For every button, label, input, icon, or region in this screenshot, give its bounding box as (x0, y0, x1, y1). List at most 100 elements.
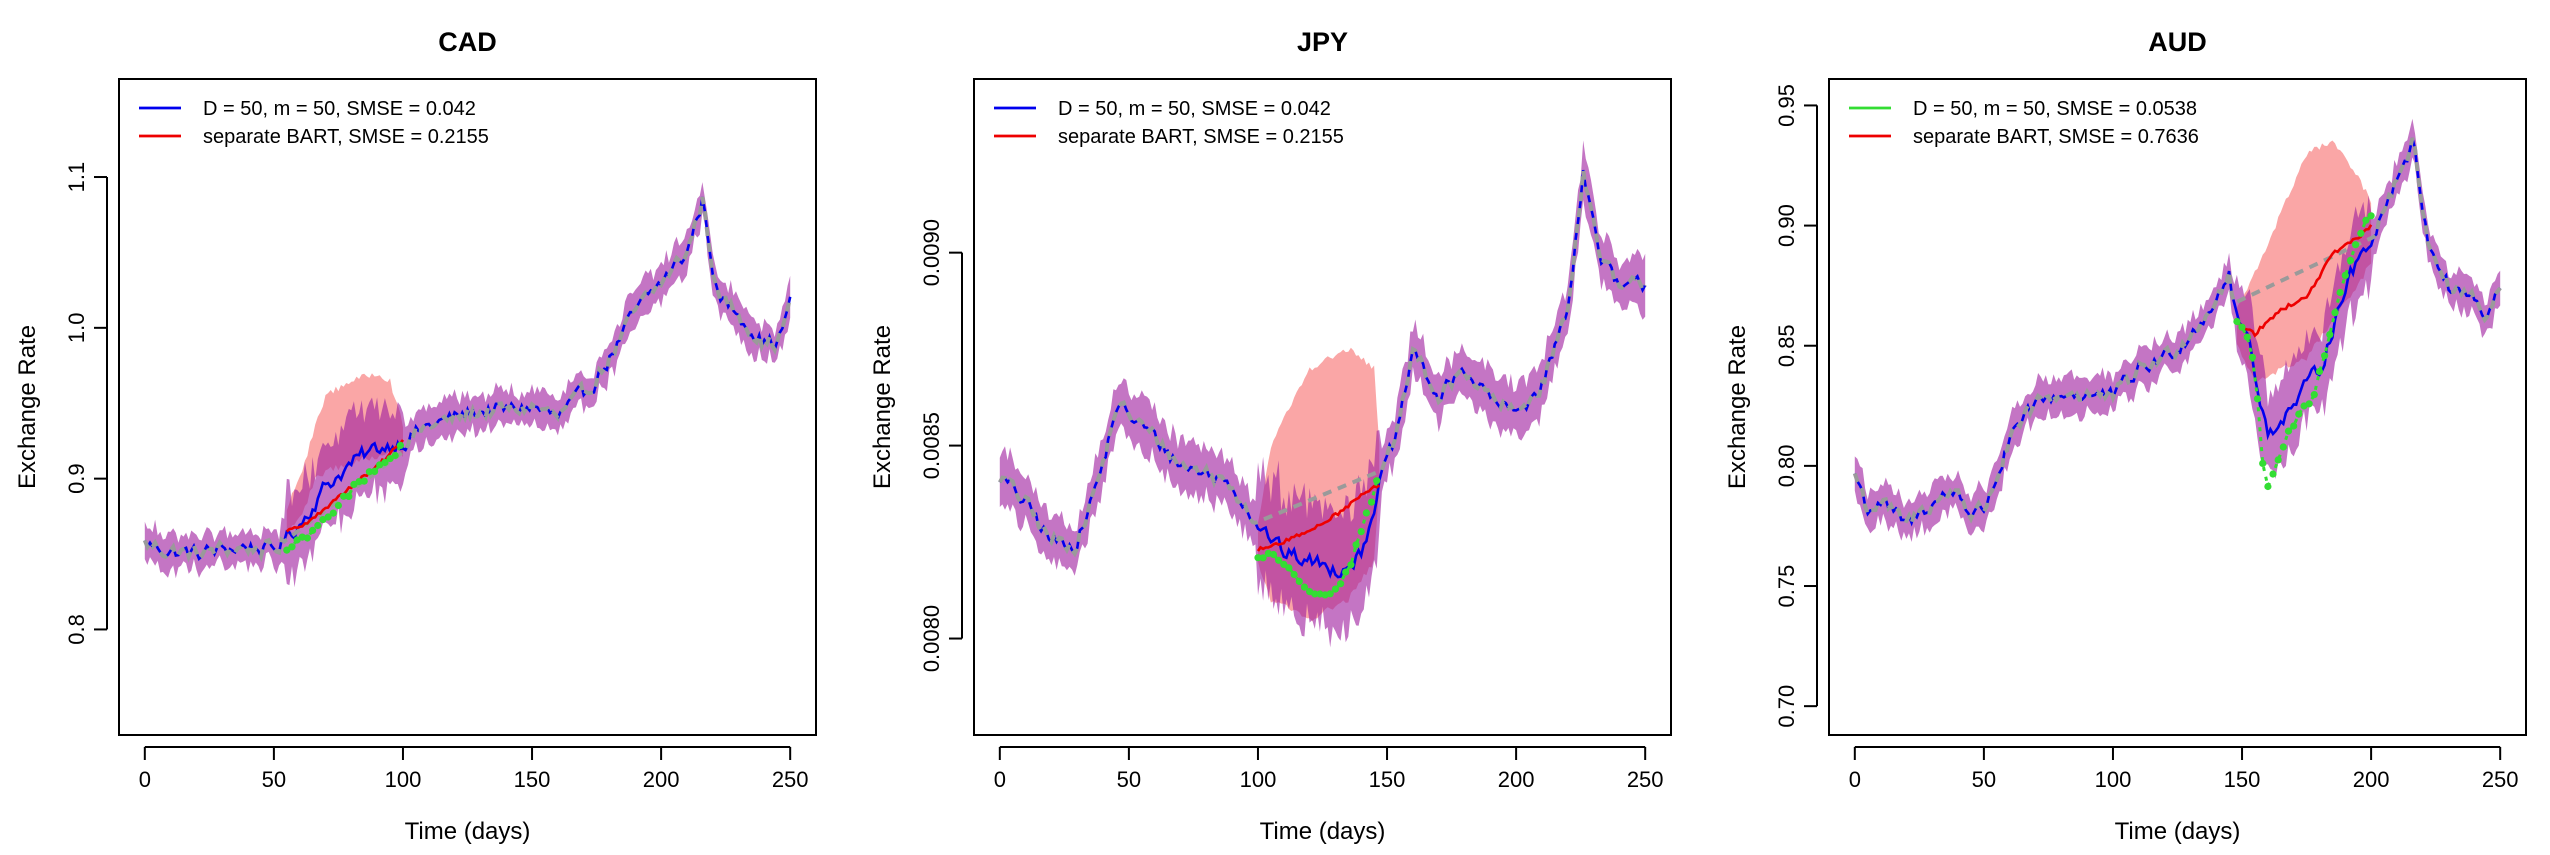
holdout-point-4 (2253, 395, 2262, 403)
model-band (1854, 118, 2501, 542)
holdout-point-19 (381, 458, 389, 467)
holdout-point-19 (2331, 309, 2339, 317)
legend-label-0: D = 50, m = 50, SMSE = 0.042 (203, 98, 476, 120)
x-tick-label-0: 0 (139, 767, 151, 792)
plot-frame (973, 78, 1672, 736)
x-tick-label-100: 100 (385, 767, 422, 792)
y-tick-label-3: 0.85 (1774, 324, 1799, 367)
x-tick-label-50: 50 (262, 767, 286, 792)
holdout-point-5 (1280, 560, 1288, 569)
x-axis: 0 50 100 150 200 250 (994, 746, 1664, 792)
holdout-point-4 (1275, 556, 1283, 564)
holdout-point-8 (324, 513, 332, 521)
y-axis-label: Exchange Rate (869, 325, 896, 489)
y-tick-label-4: 0.90 (1774, 204, 1799, 247)
legend: D = 50, m = 50, SMSE = 0.042 separate BAR… (994, 98, 1344, 148)
y-tick-label-2: 0.80 (1774, 444, 1799, 487)
holdout-point-18 (1347, 561, 1355, 569)
y-tick-label-1: 0.0085 (919, 412, 944, 479)
holdout-point-0 (1254, 554, 1262, 562)
x-tick-label-150: 150 (2224, 767, 2261, 792)
holdout-point-24 (2357, 229, 2365, 237)
x-tick-label-200: 200 (2353, 767, 2390, 792)
holdout-point-11 (340, 492, 348, 500)
legend: D = 50, m = 50, SMSE = 0.0538 separate BA… (1849, 98, 2199, 148)
holdout-point-7 (1290, 570, 1298, 579)
holdout-point-1 (1259, 554, 1267, 562)
y-tick-label-0: 0.8 (64, 614, 89, 645)
x-tick-label-50: 50 (1117, 767, 1141, 792)
holdout-point-9 (2279, 443, 2287, 451)
legend-label-0: D = 50, m = 50, SMSE = 0.042 (1058, 98, 1331, 120)
x-axis: 0 50 100 150 200 250 (1849, 746, 2519, 792)
y-tick-label-1: 0.75 (1774, 565, 1799, 608)
y-axis-label: Exchange Rate (14, 325, 41, 489)
x-tick-label-0: 0 (1849, 767, 1861, 792)
holdout-point-2 (2243, 333, 2251, 341)
holdout-point-5 (2259, 459, 2267, 467)
y-tick-label-1: 0.9 (64, 463, 89, 494)
holdout-point-7 (2269, 470, 2277, 478)
holdout-point-6 (1285, 564, 1293, 572)
holdout-point-6 (2264, 482, 2272, 491)
chart-title: AUD (2148, 27, 2207, 57)
holdout-point-11 (1311, 590, 1319, 598)
holdout-point-1 (288, 543, 296, 551)
holdout-point-9 (329, 509, 337, 517)
observed-series (142, 196, 793, 563)
x-axis-label: Time (days) (1260, 818, 1386, 845)
holdout-point-23 (2352, 241, 2360, 249)
holdout-point-18 (2326, 331, 2334, 339)
holdout-point-0 (2233, 317, 2241, 326)
observed-series (998, 169, 1647, 558)
y-tick-label-5: 0.95 (1774, 84, 1799, 127)
y-tick-label-3: 1.1 (64, 162, 89, 193)
panel-aud: AUD 0 50 100 150 200 250 Time (days) 0.70 0.75 0.8… (1724, 27, 2527, 845)
holdout-point-4 (303, 534, 311, 542)
holdout-point-15 (2310, 391, 2318, 399)
holdout-point-8 (1295, 577, 1303, 586)
holdout-point-10 (334, 501, 342, 510)
holdout-point-1 (2238, 323, 2246, 331)
separate-bart-line (1256, 484, 1381, 552)
holdout-point-9 (1300, 583, 1308, 591)
model-line (1853, 137, 2502, 527)
holdout-point-26 (2367, 212, 2375, 220)
y-axis: 0.0080 0.0085 0.0090 (919, 219, 963, 672)
holdout-point-25 (2362, 216, 2370, 224)
holdout-point-22 (1367, 498, 1376, 506)
separate-bart-band (2236, 140, 2372, 382)
holdout-point-16 (2315, 367, 2324, 376)
holdout-point-12 (2295, 410, 2303, 418)
y-axis-label: Exchange Rate (1724, 325, 1751, 489)
holdout-point-14 (2305, 400, 2313, 408)
holdout-point-17 (2321, 352, 2329, 360)
holdout-point-22 (396, 441, 404, 449)
x-tick-label-100: 100 (2095, 767, 2132, 792)
legend: D = 50, m = 50, SMSE = 0.042 separate BAR… (139, 98, 489, 148)
separate-bart-line (2236, 224, 2373, 338)
x-tick-label-200: 200 (1498, 767, 1535, 792)
x-tick-label-100: 100 (1240, 767, 1277, 792)
legend-label-1: separate BART, SMSE = 0.2155 (1058, 126, 1344, 148)
holdout-line (2235, 214, 2373, 492)
y-tick-label-0: 0.0080 (919, 605, 944, 672)
holdout-point-20 (2336, 288, 2344, 297)
holdout-point-14 (1326, 590, 1334, 598)
legend-label-1: separate BART, SMSE = 0.2155 (203, 126, 489, 148)
holdout-point-12 (345, 492, 353, 500)
holdout-point-3 (1269, 550, 1278, 559)
x-tick-label-150: 150 (1369, 767, 1406, 792)
holdout-point-19 (1352, 541, 1360, 549)
x-tick-label-0: 0 (994, 767, 1006, 792)
holdout-point-21 (391, 451, 399, 460)
holdout-point-22 (2346, 256, 2355, 264)
holdout-point-8 (2274, 456, 2282, 464)
x-tick-label-250: 250 (772, 767, 809, 792)
x-tick-label-50: 50 (1972, 767, 1996, 792)
model-line (143, 196, 792, 562)
holdout-point-10 (2284, 427, 2293, 435)
y-tick-label-0: 0.70 (1774, 685, 1799, 728)
